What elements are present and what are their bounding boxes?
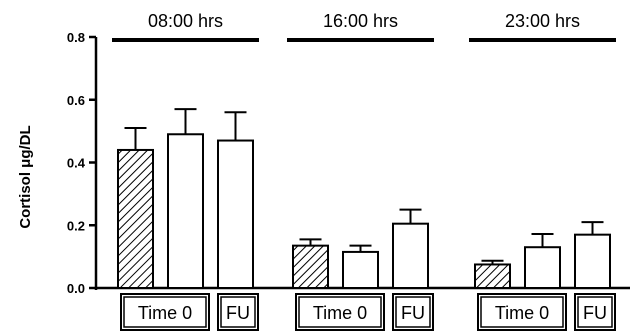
legend-box-inner — [395, 296, 431, 328]
y-tick-label: 0.0 — [67, 281, 85, 296]
legend-box-label: FU — [226, 303, 250, 323]
y-tick-label: 0.4 — [67, 156, 86, 171]
legend-box — [477, 293, 567, 331]
bar — [217, 139, 254, 289]
y-tick-label: 0.6 — [67, 93, 85, 108]
legend-box-inner — [220, 296, 256, 328]
legend-box — [392, 293, 434, 331]
y-tick-label: 0.2 — [67, 218, 85, 233]
legend-box-inner — [298, 296, 382, 328]
bar — [392, 222, 429, 289]
legend-box-inner — [123, 296, 207, 328]
legend-box-label: FU — [583, 303, 607, 323]
legend-box — [217, 293, 259, 331]
legend-box-label: Time 0 — [138, 303, 192, 323]
bar — [117, 148, 154, 289]
bar — [342, 250, 379, 289]
bar — [292, 244, 329, 290]
bar — [574, 233, 611, 290]
y-tick-label: 0.8 — [67, 30, 85, 45]
group-label: 16:00 hrs — [323, 11, 398, 31]
legend-box-label: Time 0 — [495, 303, 549, 323]
bar — [167, 133, 204, 289]
y-axis-label: Cortisol μg/DL — [17, 125, 34, 228]
bar — [474, 263, 511, 289]
legend-box-inner — [577, 296, 613, 328]
group-labels-layer: 08:00 hrs Time 0 FU 16:00 hrs Time 0 FU 23:00 … — [112, 11, 616, 331]
group-label: 08:00 hrs — [148, 11, 223, 31]
legend-box — [120, 293, 210, 331]
legend-box — [295, 293, 385, 331]
legend-box-label: Time 0 — [313, 303, 367, 323]
bars-layer — [117, 108, 611, 290]
legend-box-label: FU — [401, 303, 425, 323]
bar — [524, 246, 561, 289]
group-label: 23:00 hrs — [505, 11, 580, 31]
legend-box-inner — [480, 296, 564, 328]
legend-box — [574, 293, 616, 331]
